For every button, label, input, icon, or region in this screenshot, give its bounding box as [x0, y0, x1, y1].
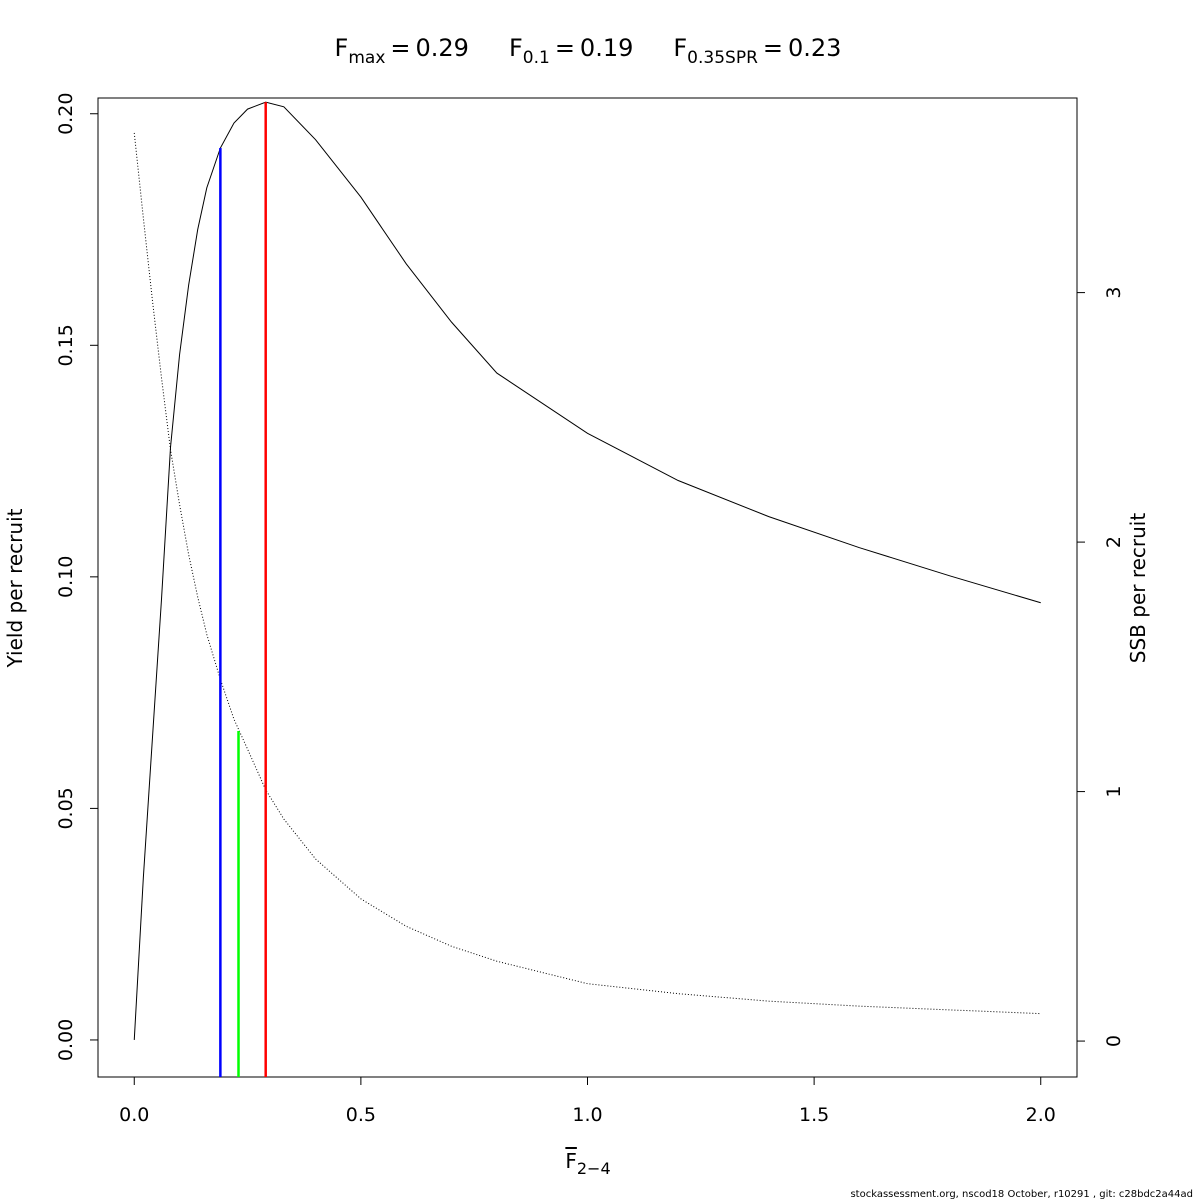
- y2-tick-label: 2: [1103, 536, 1125, 548]
- x-tick-label: 2.0: [1026, 1104, 1056, 1126]
- y2-axis-title: SSB per recruit: [1126, 513, 1150, 664]
- title-subscript: max: [348, 48, 385, 68]
- title-symbol: F: [673, 34, 687, 62]
- x-tick-label: 1.5: [799, 1104, 829, 1126]
- chart-title: Fmax = 0.29 F0.1 = 0.19 F0.35SPR = 0.23: [335, 34, 842, 68]
- x-tick-label: 1.0: [572, 1104, 602, 1126]
- x-axis-title: F2−4: [565, 1149, 610, 1178]
- title-value: 0.23: [788, 34, 841, 62]
- y2-tick-label: 1: [1103, 786, 1125, 798]
- y-tick-label: 0.15: [55, 324, 77, 366]
- y2-tick-label: 3: [1103, 287, 1125, 299]
- x-label-symbol: F: [565, 1149, 577, 1173]
- title-subscript: 0.1: [523, 48, 550, 68]
- y-axis-title: Yield per recruit: [3, 508, 27, 668]
- footer: stockassessment.org, nscod18 October, r1…: [850, 1189, 1193, 1200]
- title-subscript: 0.35SPR: [687, 48, 758, 68]
- title-operator: =: [390, 34, 410, 62]
- y-tick-label: 0.20: [55, 93, 77, 135]
- y-tick-label: 0.00: [55, 1019, 77, 1061]
- y-tick-label: 0.05: [55, 787, 77, 829]
- title-value: 0.29: [416, 34, 469, 62]
- plot-box: [97, 97, 1078, 1078]
- series-line: [133, 101, 1041, 1040]
- title-operator: =: [555, 34, 575, 62]
- title-operator: =: [763, 34, 783, 62]
- y-tick-label: 0.10: [55, 556, 77, 598]
- series-line: [133, 132, 1041, 1015]
- x-label-subscript: 2−4: [577, 1159, 611, 1178]
- y2-tick-label: 0: [1103, 1035, 1125, 1047]
- x-tick-label: 0.0: [119, 1104, 149, 1126]
- title-symbol: F: [335, 34, 349, 62]
- title-value: 0.19: [580, 34, 633, 62]
- x-tick-label: 0.5: [346, 1104, 376, 1126]
- title-symbol: F: [509, 34, 523, 62]
